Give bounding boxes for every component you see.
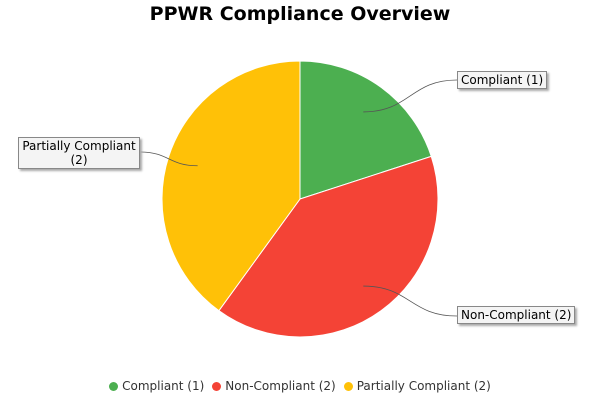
legend: Compliant (1) Non-Compliant (2) Partially … [0,379,600,393]
legend-marker [212,381,222,391]
data-label: Partially Compliant (2) [18,137,140,169]
legend-label: Partially Compliant (2) [356,379,491,393]
legend-label: Compliant (1) [122,379,205,393]
leader-line [139,151,198,167]
legend-marker [343,381,353,391]
data-label: Compliant (1) [457,71,548,89]
legend-label: Non-Compliant (2) [225,379,336,393]
legend-item: Compliant (1) [109,379,204,393]
legend-item: Non-Compliant (2) [212,379,336,393]
pie-slice [218,155,439,338]
leader-line [363,285,458,317]
legend-marker [109,381,119,391]
data-label: Non-Compliant (2) [457,306,576,324]
pie-slice [161,60,301,312]
leader-line [363,79,458,113]
pie-slice [299,60,432,200]
legend-item: Partially Compliant (2) [343,379,491,393]
chart-title: PPWR Compliance Overview [150,3,451,25]
